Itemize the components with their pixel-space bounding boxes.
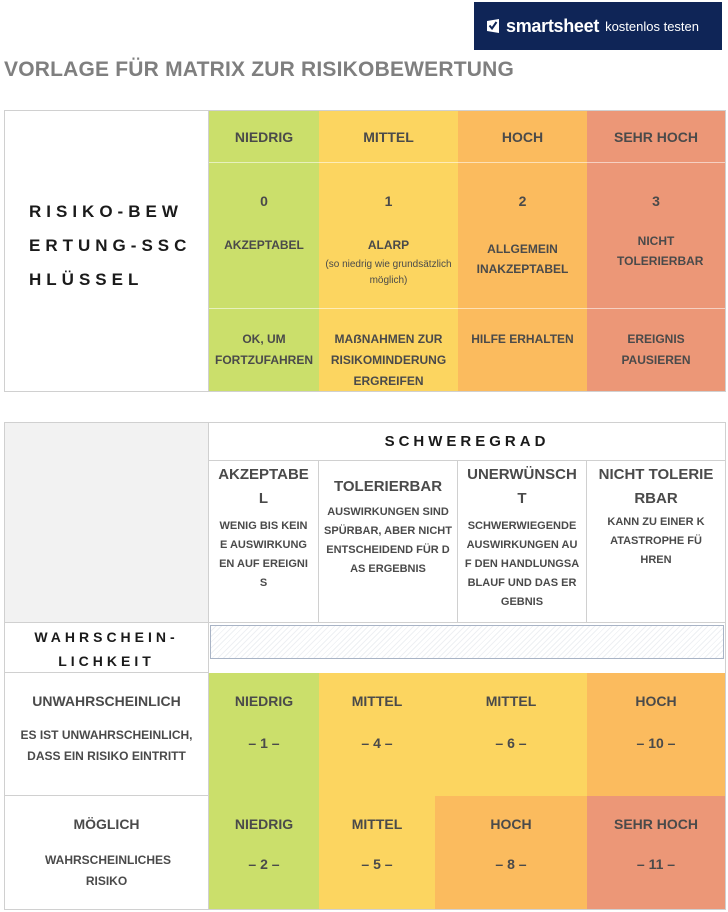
key-level-sub: (so niedrig wie grundsätzlich möglich) [325,259,452,286]
severity-title: SCHWEREGRAD [209,423,725,461]
severity-column-nicht-tolerierbar: NICHT TOLERIERBAR KANN ZU EINER KATASTRO… [587,461,725,623]
severity-desc: KANN ZU EINER KATASTROPHE FÜHREN [607,516,705,566]
matrix-cell-level: NIEDRIG [234,693,294,709]
likelihood-desc: WAHRSCHEINLICHES RISIKO [45,853,172,888]
likelihood-row-unwahrscheinlich: UNWAHRSCHEINLICH ES IST UNWAHRSCHEINLICH… [5,673,209,796]
matrix-cell-level: HOCH [490,816,532,832]
matrix-cell-level: MITTEL [485,693,537,709]
severity-name: NICHT TOLERIERBAR [598,466,714,507]
matrix-cell: MITTEL – 4 – [319,673,435,796]
likelihood-title: WAHRSCHEIN-LICHKEIT [5,623,209,673]
likelihood-row-moeglich: MÖGLICH WAHRSCHEINLICHES RISIKO [5,796,209,909]
key-level-body: 0 AKZEPTABEL [209,163,319,309]
key-level-label: ALARP [367,238,410,252]
key-level-action: HILFE ERHALTEN [471,332,574,346]
severity-column-tolerierbar: TOLERIERBAR AUSWIRKUNGEN SIND SPÜRBAR, A… [319,461,458,623]
matrix-cell-value: – 4 – [361,735,393,751]
severity-name: TOLERIERBAR [333,478,443,495]
banner-tagline[interactable]: kostenlos testen [605,18,700,34]
matrix-cell: SEHR HOCH – 11 – [587,796,725,909]
severity-name: AKZEPTABEL [218,466,309,507]
key-level-action: EREIGNIS PAUSIEREN [621,332,691,367]
key-level-score: 2 [518,193,527,209]
matrix-cell-level: MITTEL [351,816,403,832]
key-level-header: HOCH [458,111,587,163]
matrix-cell-value: – 2 – [248,856,280,872]
key-level-label: AKZEPTABEL [224,238,304,252]
likelihood-name: MÖGLICH [73,816,140,832]
key-column-niedrig: NIEDRIG 0 AKZEPTABEL OK, UM FORTZUFAHREN [209,111,319,391]
key-column-sehr-hoch: SEHR HOCH 3 NICHT TOLERIERBAR EREIGNIS P… [587,111,725,391]
risk-key-table: RISIKO-BEWERTUNG-SSCHLÜSSEL NIEDRIG 0 AK… [4,110,726,392]
matrix-cell: HOCH – 8 – [435,796,587,909]
likelihood-name: UNWAHRSCHEINLICH [32,693,181,709]
matrix-cell: HOCH – 10 – [587,673,725,796]
key-level-score: 3 [652,193,660,209]
key-column-hoch: HOCH 2 ALLGEMEIN INAKZEPTABEL HILFE ERHA… [458,111,587,391]
key-level-label: ALLGEMEIN INAKZEPTABEL [476,242,569,276]
matrix-cell: MITTEL – 5 – [319,796,435,909]
matrix-corner-cell [5,423,209,623]
matrix-cell: NIEDRIG – 1 – [209,673,319,796]
risk-matrix-table: SCHWEREGRAD AKZEPTABEL WENIG BIS KEINE A… [4,422,726,910]
key-level-label: NICHT TOLERIERBAR [617,234,704,268]
matrix-cell-value: – 6 – [495,735,527,751]
key-level-body: 2 ALLGEMEIN INAKZEPTABEL [458,163,587,309]
key-level-score: 0 [260,193,268,209]
matrix-cell-level: HOCH [635,693,677,709]
banner-brand: smartsheet [506,15,600,36]
key-level-header: SEHR HOCH [587,111,725,163]
severity-column-unerwuenscht: UNERWÜNSCHT SCHWERWIEGENDE AUSWIRKUNGEN … [458,461,587,623]
matrix-cell-value: – 5 – [361,856,393,872]
page-title: VORLAGE FÜR MATRIX ZUR RISIKOBEWERTUNG [4,58,515,81]
matrix-cell-level: SEHR HOCH [613,816,698,832]
key-level-body: 1 ALARP (so niedrig wie grundsätzlich mö… [319,163,458,309]
risk-key-title: RISIKO-BEWERTUNG-SSCHLÜSSEL [29,202,192,289]
matrix-cell-level: NIEDRIG [234,816,294,832]
severity-desc: SCHWERWIEGENDE AUSWIRKUNGEN AUF DEN HAND… [464,520,580,608]
risk-key-title-cell: RISIKO-BEWERTUNG-SSCHLÜSSEL [5,111,209,391]
matrix-cell: NIEDRIG – 2 – [209,796,319,909]
smartsheet-banner[interactable]: smartsheet kostenlos testen [474,2,722,50]
matrix-cell-level: MITTEL [351,693,403,709]
severity-column-akzeptabel: AKZEPTABEL WENIG BIS KEINE AUSWIRKUNGEN … [209,461,319,623]
matrix-cell-value: – 10 – [636,735,676,751]
key-level-action: MAẞNAHMEN ZUR RISIKOMINDERUNG ERGREIFEN [330,332,447,388]
smartsheet-check-icon [486,18,500,34]
likelihood-desc: ES IST UNWAHRSCHEINLICH, DASS EIN RISIKO… [20,728,193,763]
key-level-header: MITTEL [319,111,458,163]
key-column-mittel: MITTEL 1 ALARP (so niedrig wie grundsätz… [319,111,458,391]
matrix-placeholder-band [210,625,724,659]
key-level-header: NIEDRIG [209,111,319,163]
matrix-cell-value: – 11 – [636,856,676,872]
matrix-cell-value: – 1 – [248,735,280,751]
key-level-body: 3 NICHT TOLERIERBAR [587,163,725,309]
matrix-cell-value: – 8 – [495,856,527,872]
severity-desc: WENIG BIS KEINE AUSWIRKUNGEN AUF EREIGNI… [219,520,308,589]
severity-name: UNERWÜNSCHT [467,466,577,507]
key-level-action: OK, UM FORTZUFAHREN [215,332,313,367]
matrix-cell: MITTEL – 6 – [435,673,587,796]
severity-desc: AUSWIRKUNGEN SIND SPÜRBAR, ABER NICHT EN… [324,506,452,575]
key-level-score: 1 [384,193,393,209]
